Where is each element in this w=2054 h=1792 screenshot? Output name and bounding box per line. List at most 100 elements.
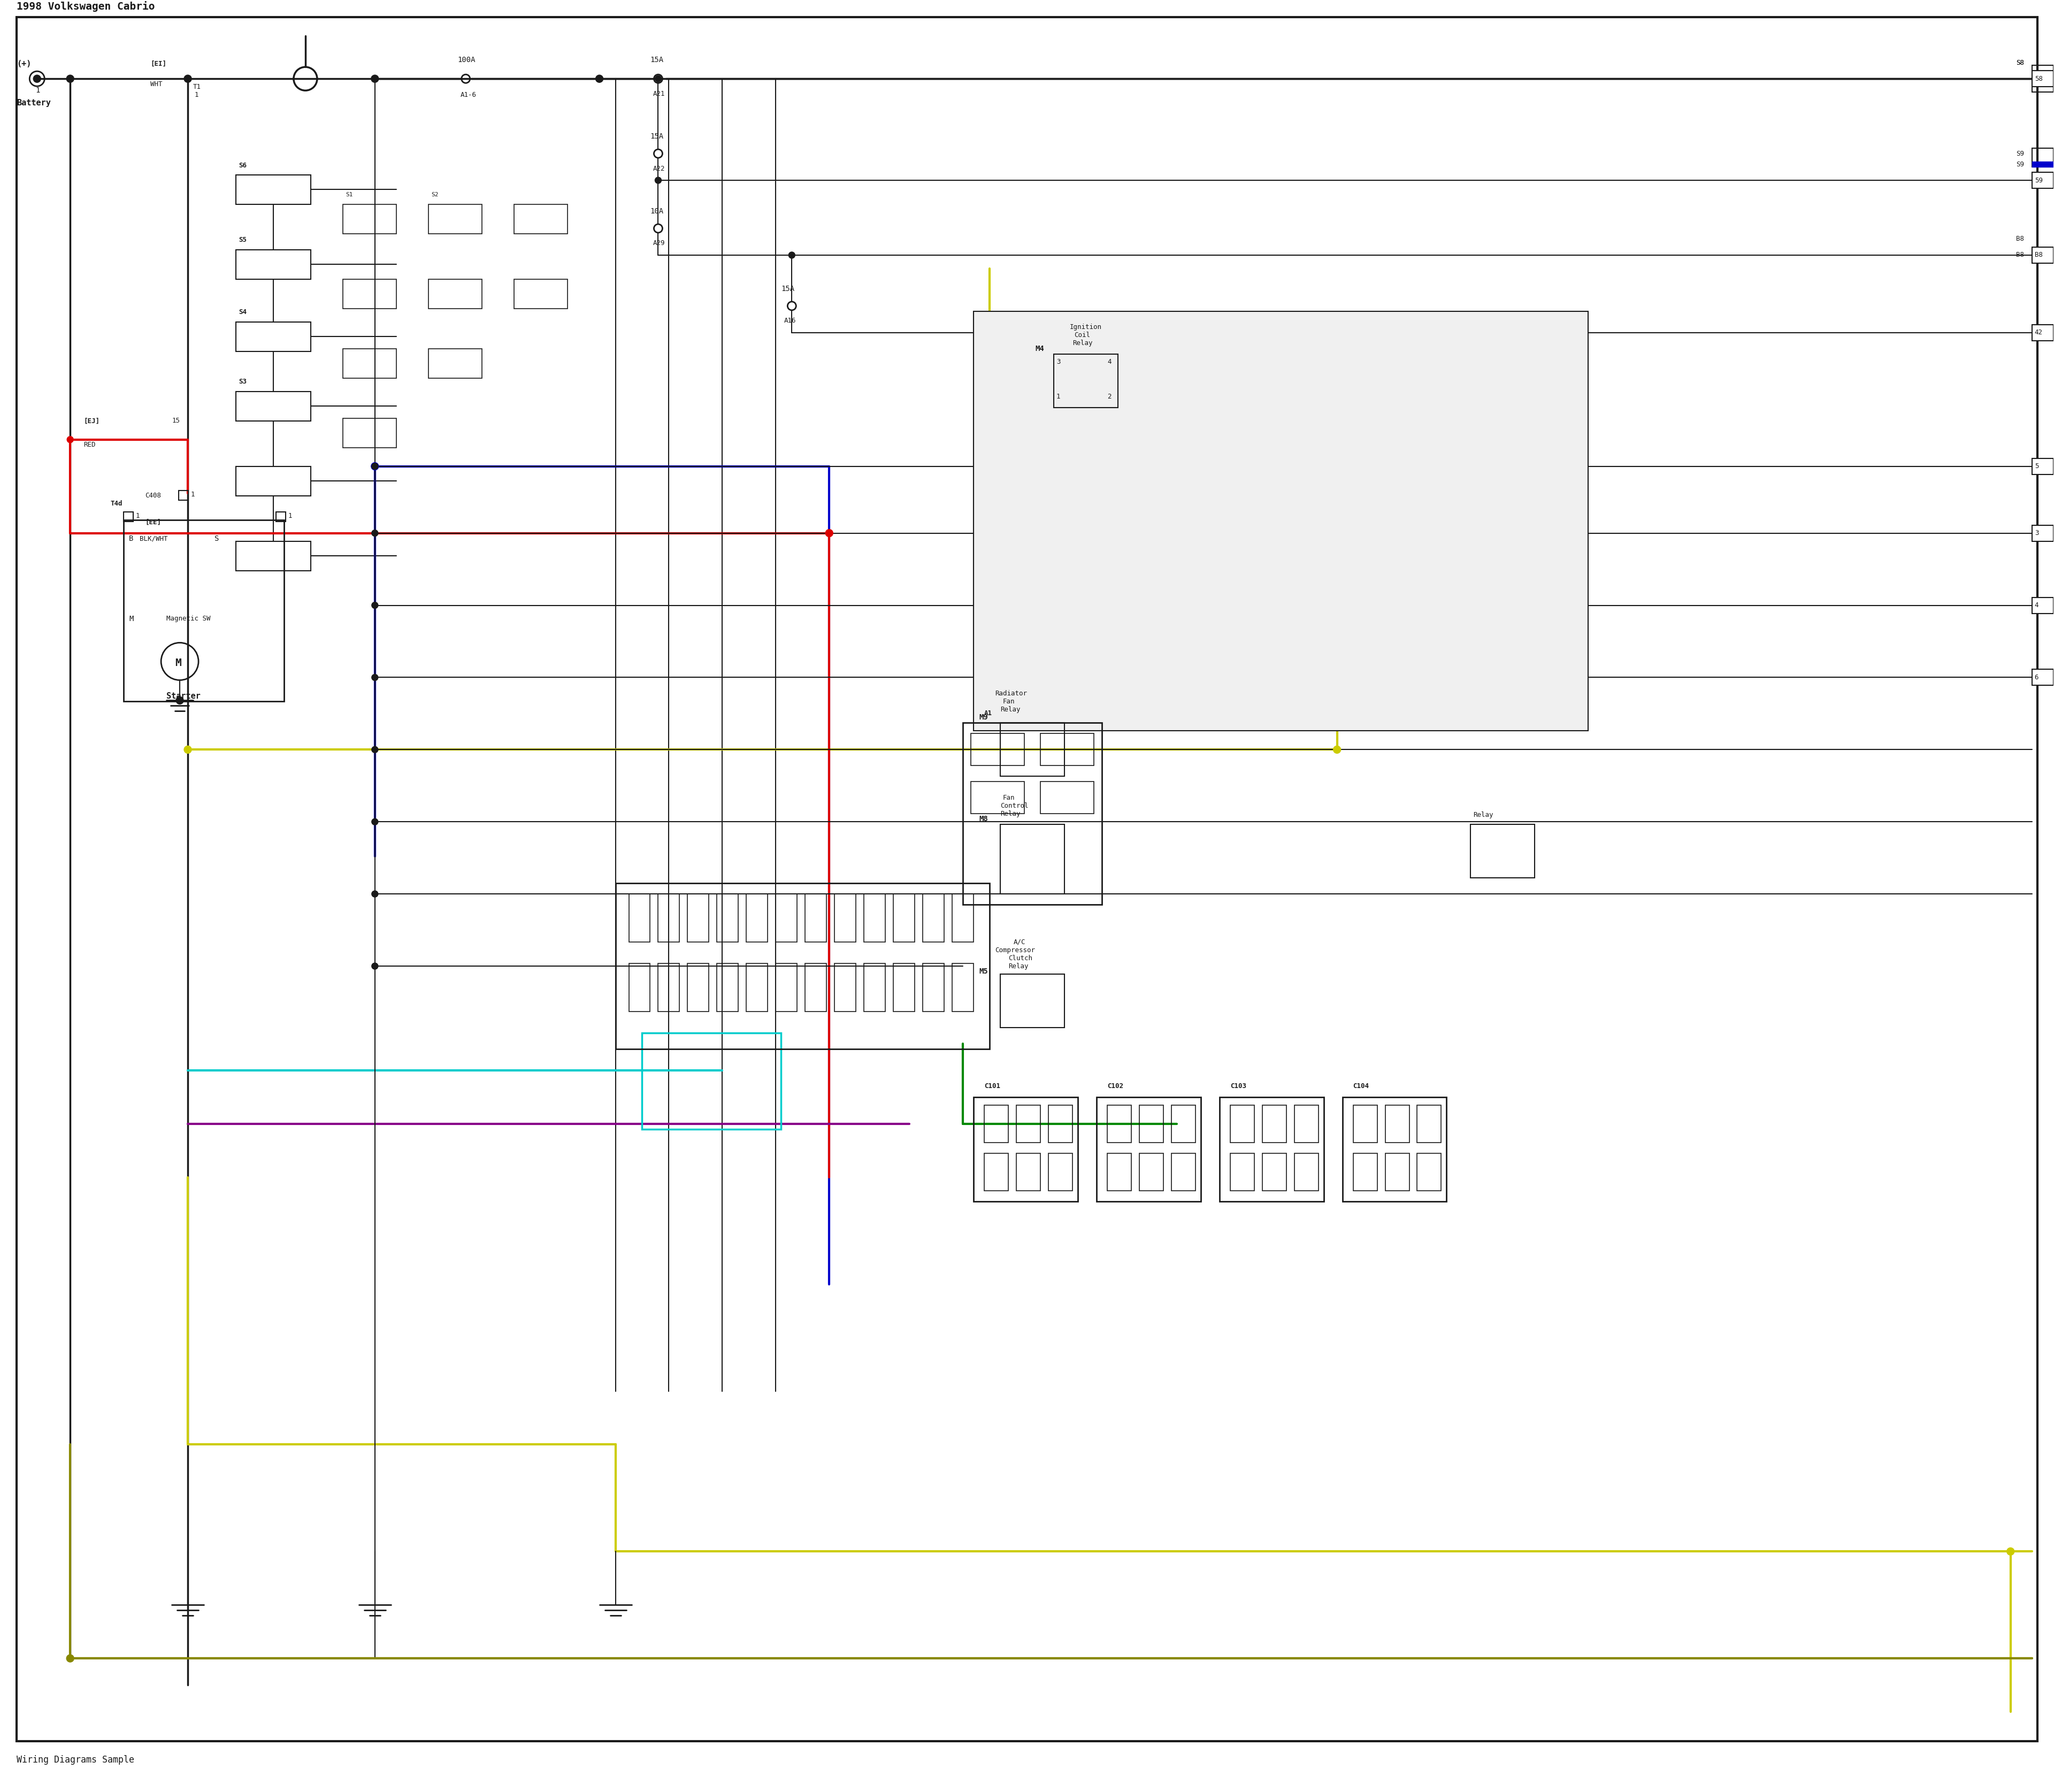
Text: C101: C101 [984,1082,1000,1090]
Bar [2031,459,2054,475]
Bar [2031,525,2054,541]
Bar [1384,1106,1409,1143]
Bar [2031,249,2054,262]
Bar [1054,355,1117,407]
Bar [429,349,483,378]
Bar [1384,1154,1409,1190]
Bar [2031,324,2054,340]
Bar [629,964,651,1011]
Bar [2031,670,2054,686]
Text: Relay: Relay [1000,706,1021,713]
Text: 3: 3 [2036,530,2040,536]
Bar [834,964,857,1011]
Bar [1171,1154,1195,1190]
Text: S2: S2 [431,192,438,197]
Text: A1: A1 [984,710,992,717]
Text: S8: S8 [2015,59,2023,66]
Text: A16: A16 [785,317,795,324]
Bar [1354,1106,1376,1143]
Text: Relay: Relay [1000,810,1021,817]
Text: S9: S9 [2015,161,2023,168]
Text: Radiator: Radiator [994,690,1027,697]
Text: 58: 58 [2036,75,2042,82]
Bar [1017,1154,1041,1190]
Bar [1041,781,1095,814]
Text: Magnetic SW: Magnetic SW [166,615,212,622]
Circle shape [372,674,378,681]
Text: A21: A21 [653,90,665,97]
Circle shape [66,75,74,82]
Bar [2031,172,2054,188]
Text: Relay: Relay [1072,340,1093,348]
Text: Clutch: Clutch [1009,955,1033,962]
Bar [717,964,737,1011]
Bar [429,280,483,308]
Bar [1230,1106,1255,1143]
Text: Compressor: Compressor [994,946,1035,953]
Bar [236,249,310,280]
Text: 2: 2 [1107,392,1111,400]
Bar [974,1097,1078,1201]
Text: S8: S8 [2015,59,2023,66]
Bar [1140,1154,1163,1190]
Bar [1471,824,1534,878]
Text: C103: C103 [1230,1082,1247,1090]
Bar [236,176,310,204]
Text: 1998 Volkswagen Cabrio: 1998 Volkswagen Cabrio [16,2,154,13]
Text: 3: 3 [1056,358,1060,366]
Text: Coil: Coil [1074,332,1091,339]
Text: 100A: 100A [458,56,477,65]
Circle shape [372,602,378,609]
Circle shape [68,437,74,443]
Bar [1263,1106,1286,1143]
Circle shape [185,75,191,82]
Text: M8: M8 [980,815,988,823]
Bar [972,733,1025,765]
Circle shape [372,462,378,470]
Bar [746,894,768,943]
Circle shape [372,747,378,753]
Text: M: M [175,658,181,668]
Bar [1294,1106,1319,1143]
Text: WHT: WHT [150,81,162,88]
Bar [1097,1097,1202,1201]
Bar [657,894,680,943]
Bar [805,894,826,943]
Bar [236,391,310,421]
Text: 4: 4 [2036,602,2040,609]
Text: M9: M9 [980,713,988,722]
Bar [1263,1154,1286,1190]
Circle shape [826,529,834,538]
Text: T1: T1 [193,82,201,90]
Circle shape [372,962,378,969]
Bar [1000,722,1064,776]
Bar [1017,1106,1041,1143]
Text: M: M [129,615,134,622]
Bar [343,349,396,378]
Text: B8: B8 [2015,235,2023,242]
Bar [236,323,310,351]
Text: S3: S3 [238,378,246,385]
Text: C104: C104 [1354,1082,1370,1090]
Text: 15A: 15A [781,285,795,292]
Text: 1: 1 [191,491,195,498]
Text: B8: B8 [2015,251,2023,258]
Bar [657,964,680,1011]
Bar [865,894,885,943]
Text: S: S [214,534,220,543]
Bar [865,964,885,1011]
Text: S4: S4 [238,308,246,315]
Text: Fan: Fan [1002,794,1015,801]
Bar [717,894,737,943]
Text: A1-6: A1-6 [460,91,477,99]
Text: 1: 1 [288,513,292,520]
Bar [123,520,283,701]
Bar [984,1154,1009,1190]
Bar [343,418,396,448]
Text: 15: 15 [173,418,181,425]
Text: 1: 1 [1056,392,1060,400]
Bar [834,894,857,943]
Bar [179,491,189,500]
Text: 15A: 15A [651,56,663,65]
Bar [343,204,396,233]
